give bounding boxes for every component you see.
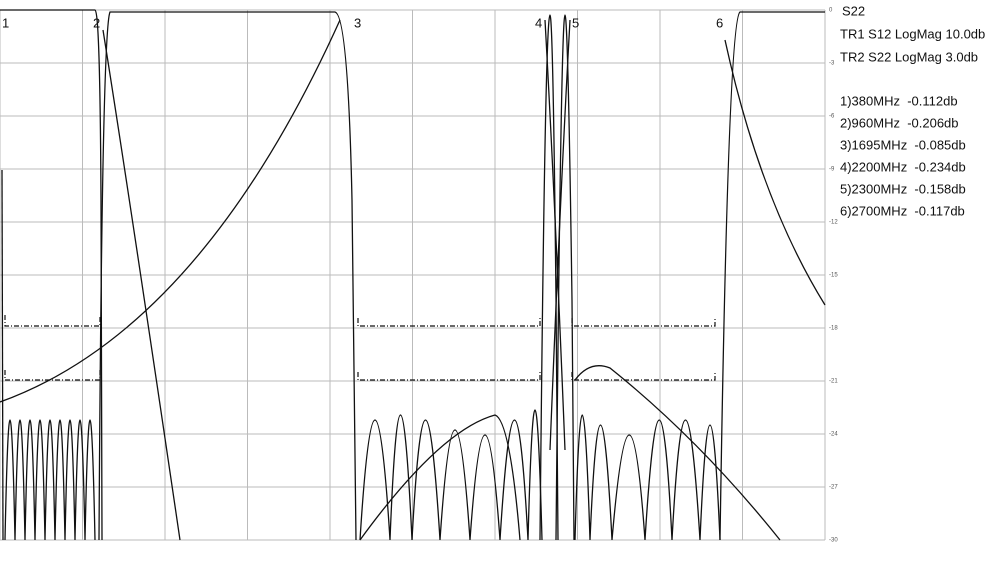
axis-label: -15 (829, 273, 838, 279)
traces (0, 9, 826, 541)
trace-legend: TR1 S12 LogMag 10.0db (840, 26, 985, 41)
axis-label: -12 (829, 220, 838, 226)
marker-label: 5 (572, 15, 579, 30)
trace (549, 19, 571, 451)
marker-label: 3 (354, 15, 361, 30)
marker-readout: 5)2300MHz -0.158db (840, 181, 966, 196)
ripple (359, 409, 543, 541)
trace (539, 14, 559, 541)
grid (0, 9, 826, 541)
axis-label: -21 (829, 379, 838, 385)
trace (0, 19, 341, 403)
trace (555, 14, 575, 541)
marker-label: 6 (716, 15, 723, 30)
trace (719, 11, 825, 541)
axis-label: -30 (829, 538, 838, 544)
trace (0, 9, 103, 541)
axis-label: -24 (829, 432, 838, 438)
axis-label: -6 (829, 114, 835, 120)
ripple (4, 419, 96, 541)
marker-label: 2 (93, 15, 100, 30)
trace (574, 365, 781, 541)
trace-legend: TR2 S22 LogMag 3.0db (840, 49, 978, 64)
marker-readout: 2)960MHz -0.206db (840, 115, 959, 130)
trace (1, 169, 4, 541)
axis-label: -27 (829, 485, 838, 491)
trace (102, 29, 181, 541)
marker-readout: 6)2700MHz -0.117db (840, 203, 965, 218)
trace (724, 39, 826, 306)
marker-readout: 1)380MHz -0.112db (840, 93, 958, 108)
marker-label: 4 (535, 15, 542, 30)
axis-label: -3 (829, 61, 835, 67)
marker-readout: 3)1695MHz -0.085db (840, 137, 966, 152)
axis-label: -9 (829, 167, 835, 173)
axis-label: -18 (829, 326, 838, 332)
trace (544, 19, 566, 451)
axis-label: 0 (829, 8, 833, 14)
ripple (574, 414, 721, 541)
marker-readout: 4)2200MHz -0.234db (840, 159, 966, 174)
trace (98, 11, 357, 541)
trace-title: S22 (842, 3, 865, 18)
marker-label: 1 (2, 15, 9, 30)
trace (359, 414, 521, 541)
mask (4, 315, 716, 381)
